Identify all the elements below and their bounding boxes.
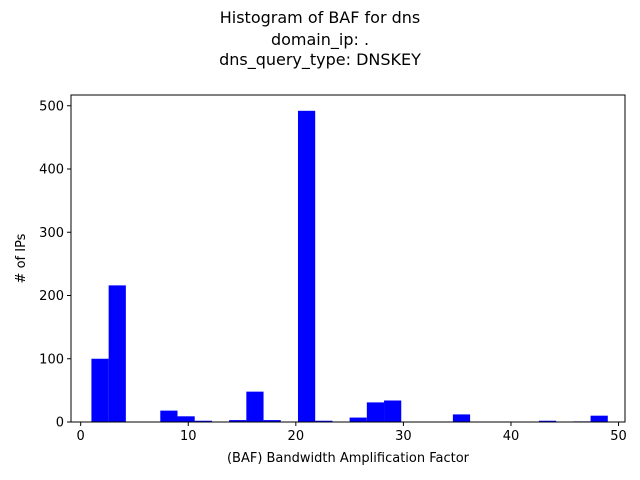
x-tick-label: 0 — [77, 429, 85, 444]
x-tick-label: 40 — [503, 429, 520, 444]
histogram-bar-16 — [590, 415, 608, 422]
x-ticks: 0 10 20 30 40 50 — [77, 422, 627, 444]
histogram-bar-3 — [177, 416, 195, 422]
y-tick-label: 300 — [39, 226, 64, 241]
histogram-bar-6 — [246, 391, 264, 422]
histogram-bar-5 — [229, 420, 247, 422]
bars-group — [91, 110, 608, 422]
histogram-bar-13 — [452, 414, 471, 422]
histogram-bar-8 — [297, 110, 316, 422]
histogram-bar-11 — [366, 402, 385, 422]
chart-title-line-3: dns_query_type: DNSKEY — [219, 50, 421, 69]
x-tick-label: 20 — [288, 429, 305, 444]
histogram-bar-0 — [91, 358, 109, 422]
y-tick-label: 400 — [39, 163, 64, 178]
x-axis-label: (BAF) Bandwidth Amplification Factor — [227, 451, 470, 466]
y-ticks: 0 100 200 300 400 500 — [39, 99, 71, 431]
histogram-bar-14 — [538, 420, 557, 422]
y-tick-label: 200 — [39, 289, 64, 304]
chart-title-line-1: Histogram of BAF for dns — [219, 8, 421, 27]
histogram-bar-2 — [160, 410, 178, 422]
y-tick-label: 500 — [39, 99, 64, 114]
plot-frame — [70, 94, 626, 423]
y-axis-label: # of IPs — [14, 233, 29, 283]
histogram-bar-7 — [263, 420, 281, 422]
x-tick-label: 10 — [180, 429, 197, 444]
y-tick-label: 100 — [39, 352, 64, 367]
x-tick-label: 50 — [610, 429, 627, 444]
histogram-bar-10 — [349, 417, 367, 422]
histogram-bar-4 — [194, 420, 212, 422]
histogram-bar-1 — [108, 285, 126, 422]
histogram-bar-9 — [315, 420, 333, 422]
histogram-bar-12 — [384, 400, 402, 422]
x-tick-label: 30 — [395, 429, 412, 444]
chart-title-line-2: domain_ip: . — [270, 30, 370, 49]
y-tick-label: 0 — [56, 416, 64, 431]
